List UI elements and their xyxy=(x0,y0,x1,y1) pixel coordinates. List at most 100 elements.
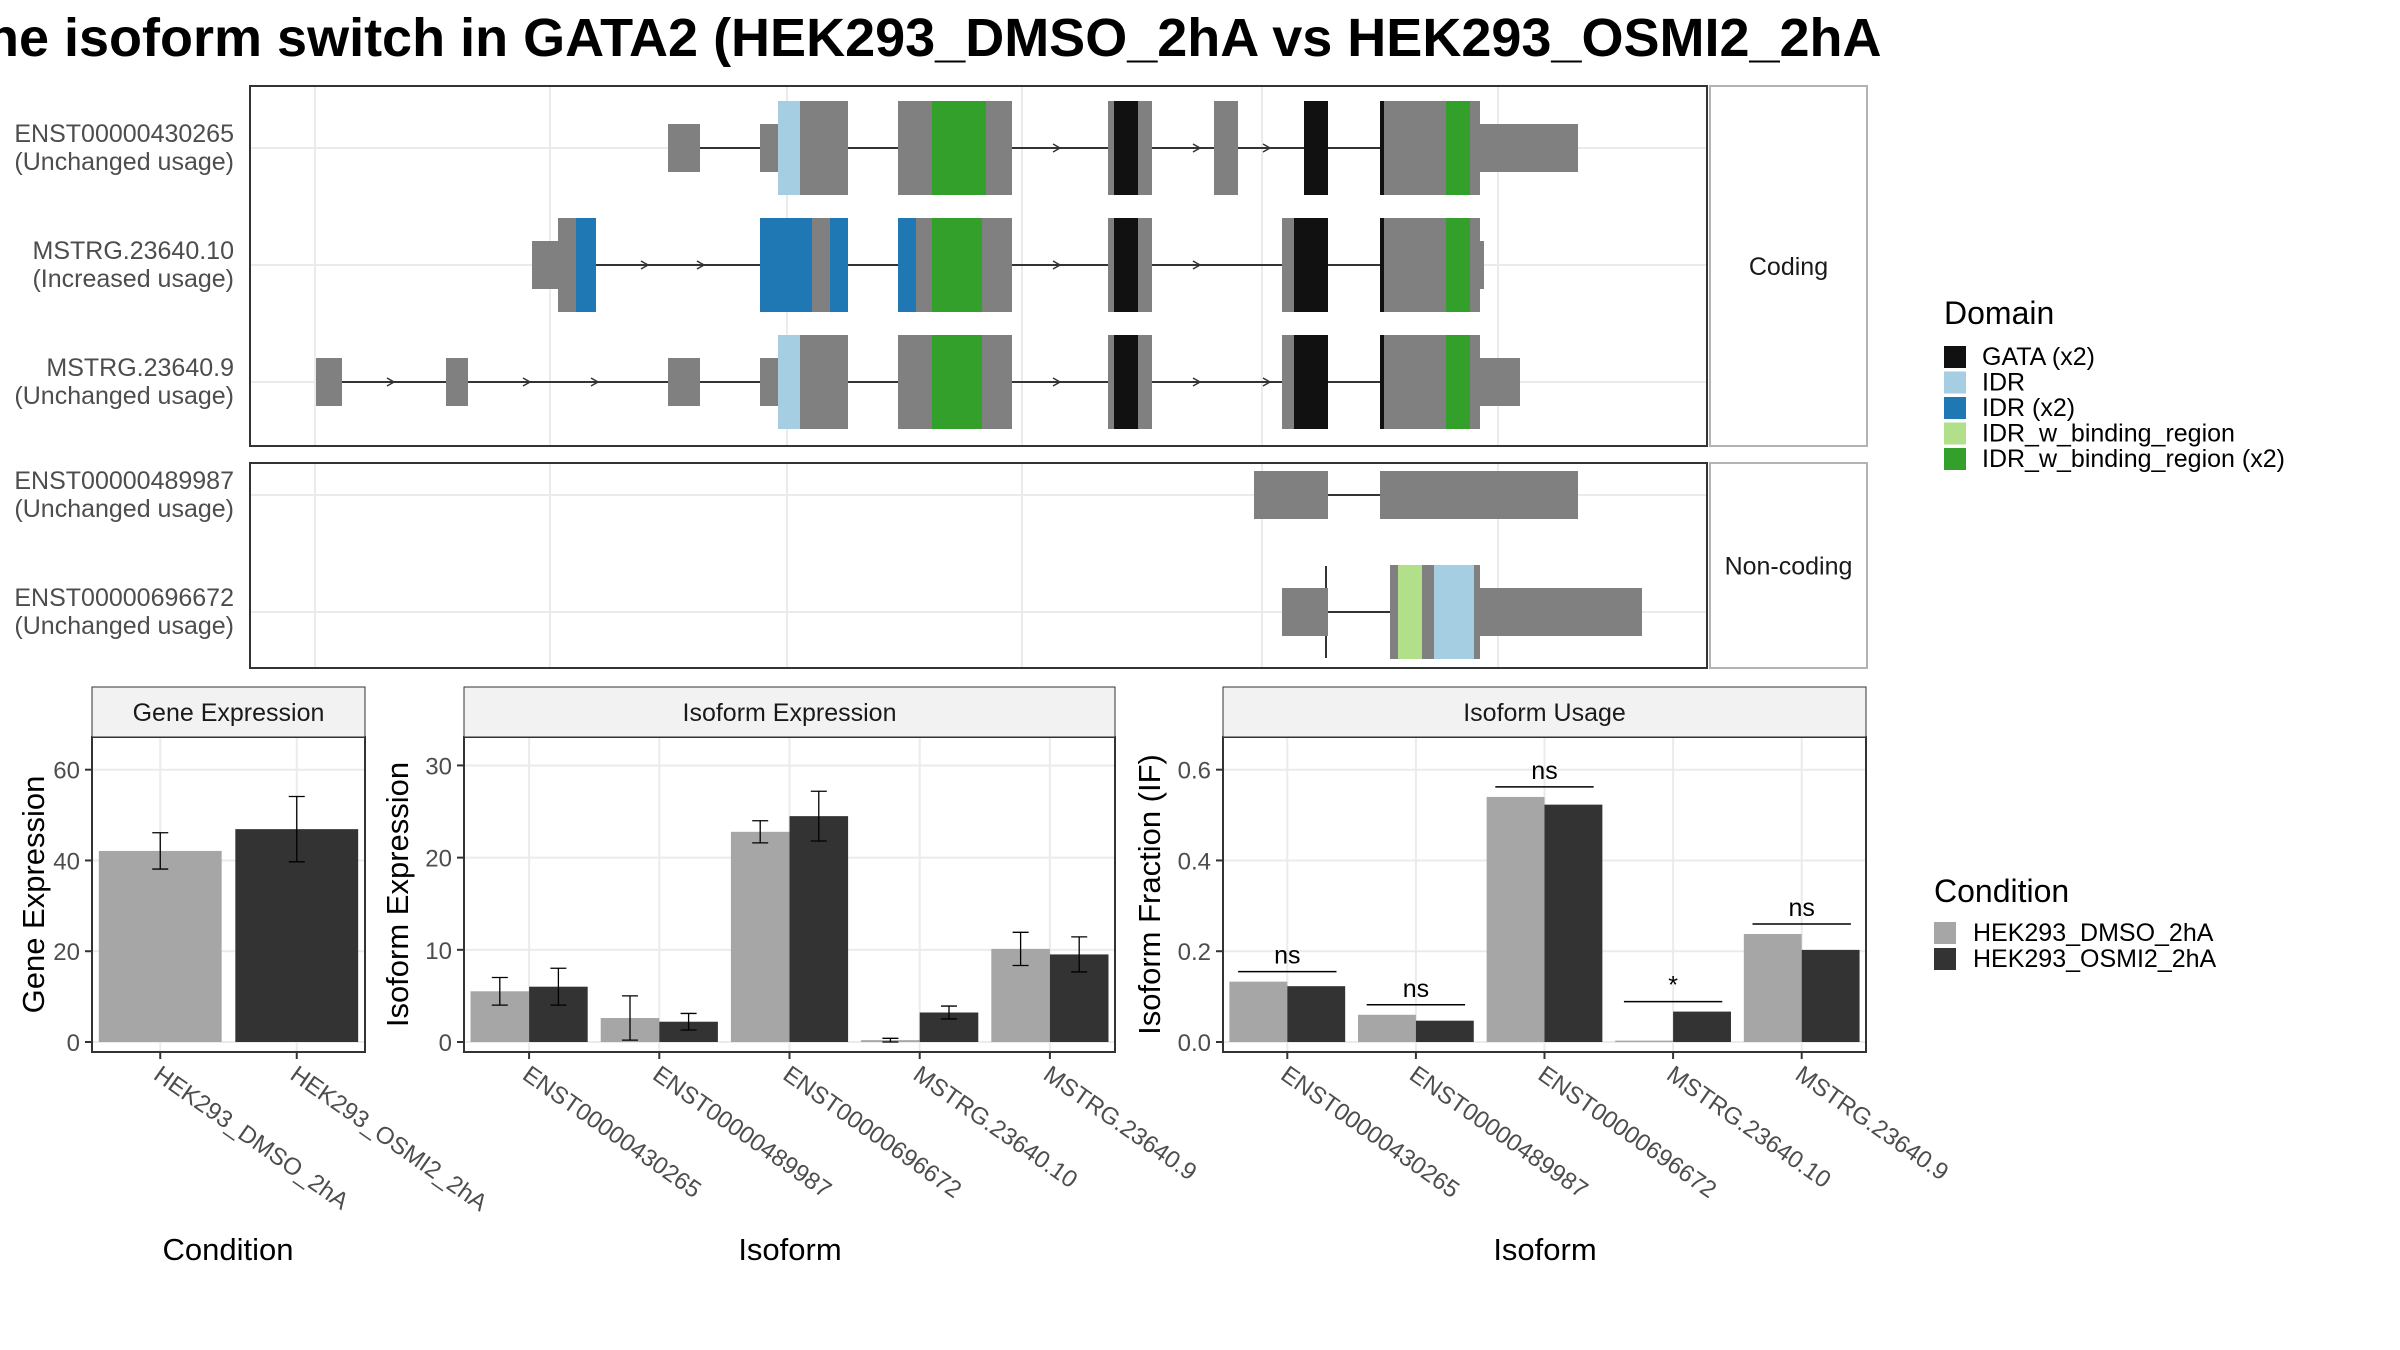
significance-label: ns xyxy=(1788,894,1814,922)
domain-legend-label: IDR_w_binding_region xyxy=(1982,420,2235,448)
intron-arrow xyxy=(1192,260,1202,270)
exon-block xyxy=(668,124,700,172)
intron-arrow xyxy=(1052,260,1062,270)
bar-MSTRG.23640.9-HEK293_OSMI2_2hA xyxy=(1801,949,1860,1042)
domain-block-gata xyxy=(1380,101,1384,195)
intron-arrow xyxy=(1262,377,1272,387)
domain-legend-key xyxy=(1944,397,1966,419)
domain-block-idr2 xyxy=(760,218,812,312)
condition-legend-label: HEK293_DMSO_2hA xyxy=(1973,919,2214,947)
domain-block-idrb2 xyxy=(932,218,982,312)
domain-block-gata xyxy=(1114,218,1138,312)
isoform-id-label: MSTRG.23640.10 xyxy=(33,237,235,265)
domain-block-idr xyxy=(778,101,800,195)
y-tick-label: 20 xyxy=(53,939,80,966)
exon-block xyxy=(1214,101,1238,195)
exon-block xyxy=(1480,588,1642,636)
domain-block-idr2 xyxy=(576,218,596,312)
domain-block-idrb2 xyxy=(1446,218,1470,312)
structure-panel-border xyxy=(249,462,1708,669)
facet-strip xyxy=(1709,462,1868,669)
exon-block xyxy=(1480,124,1578,172)
exon-block xyxy=(1254,471,1328,519)
significance-label: * xyxy=(1668,972,1678,1000)
domain-block-idrb2 xyxy=(932,335,982,429)
domain-block-idrb2 xyxy=(1446,335,1470,429)
significance-label: ns xyxy=(1403,975,1429,1003)
intron-arrow xyxy=(1052,377,1062,387)
bar-MSTRG.23640.10-HEK293_DMSO_2hA xyxy=(1615,1040,1674,1042)
domain-block-idrb xyxy=(1398,565,1422,659)
panel-strip xyxy=(463,686,1116,738)
structure-panel-border xyxy=(249,85,1708,447)
isoform-id-label: MSTRG.23640.9 xyxy=(46,354,234,382)
bar-HEK293_OSMI2_2hA-HEK293_OSMI2_2hA xyxy=(235,829,359,1042)
bar-ENST00000696672-HEK293_DMSO_2hA xyxy=(1486,796,1545,1042)
domain-block-gata xyxy=(1294,335,1328,429)
intron-arrow xyxy=(1052,143,1062,153)
isoform-usage-label: (Increased usage) xyxy=(32,265,234,293)
panel-title: Isoform Expression xyxy=(683,699,897,727)
isoform-usage-label: (Unchanged usage) xyxy=(14,382,234,410)
bar-ENST00000430265-HEK293_OSMI2_2hA xyxy=(1287,986,1346,1042)
isoform-id-label: ENST00000696672 xyxy=(14,584,234,612)
isoform-id-label: ENST00000430265 xyxy=(14,120,234,148)
domain-legend-title: Domain xyxy=(1944,295,2054,331)
y-tick-label: 0.0 xyxy=(1178,1030,1211,1057)
bar-ENST00000696672-HEK293_OSMI2_2hA xyxy=(789,816,849,1042)
condition-legend-title: Condition xyxy=(1934,873,2069,909)
isoform-track-ENST00000489987 xyxy=(1254,471,1578,519)
exon-block xyxy=(760,358,778,406)
panel-strip xyxy=(1222,686,1867,738)
condition-legend-key xyxy=(1934,922,1956,944)
y-tick-label: 0.6 xyxy=(1178,758,1211,785)
exon-block xyxy=(800,101,848,195)
y-tick-label: 0 xyxy=(67,1030,80,1057)
domain-legend-label: IDR (x2) xyxy=(1982,394,2075,422)
domain-legend-label: GATA (x2) xyxy=(1982,343,2095,371)
isoform-usage-label: (Unchanged usage) xyxy=(14,495,234,523)
domain-block-idrb2 xyxy=(932,101,986,195)
bar-MSTRG.23640.10-HEK293_OSMI2_2hA xyxy=(1673,1011,1731,1042)
facet-label-1: Non-coding xyxy=(1725,553,1853,581)
bar-ENST00000489987-HEK293_OSMI2_2hA xyxy=(1415,1020,1474,1042)
y-tick-label: 60 xyxy=(53,758,80,785)
condition-legend-label: HEK293_OSMI2_2hA xyxy=(1973,945,2217,973)
x-axis-title: Condition xyxy=(163,1232,294,1267)
domain-legend-key xyxy=(1944,422,1966,445)
bar-ENST00000696672-HEK293_DMSO_2hA xyxy=(730,831,790,1042)
exon-block xyxy=(316,358,342,406)
facet-strip xyxy=(1709,85,1868,447)
isoform-track-MSTRG.23640.9 xyxy=(316,335,1520,429)
isoform-usage-label: (Unchanged usage) xyxy=(14,612,234,640)
figure-title: he isoform switch in GATA2 (HEK293_DMSO_… xyxy=(0,8,1882,68)
domain-legend-label: IDR xyxy=(1982,369,2025,397)
domain-block-idr xyxy=(1434,565,1474,659)
bar-panel-2: 0.00.20.40.6nsENST00000430265nsENST00000… xyxy=(1132,686,1953,1267)
domain-block-gata xyxy=(1114,335,1138,429)
domain-block-idr xyxy=(778,335,800,429)
y-tick-label: 30 xyxy=(425,753,452,780)
panel-strip xyxy=(91,686,366,738)
exon-block xyxy=(532,241,558,289)
bar-panel-0: 0204060HEK293_DMSO_2hAHEK293_OSMI2_2hAGe… xyxy=(16,686,492,1267)
bar-ENST00000489987-HEK293_OSMI2_2hA xyxy=(659,1021,718,1042)
exon-block xyxy=(800,335,848,429)
isoform-usage-label: (Unchanged usage) xyxy=(14,148,234,176)
domain-legend-key xyxy=(1944,448,1966,470)
y-axis-title: Isoform Fraction (IF) xyxy=(1132,754,1167,1035)
bar-panels: 0204060HEK293_DMSO_2hAHEK293_OSMI2_2hAGe… xyxy=(16,686,1953,1267)
isoform-track-ENST00000430265 xyxy=(668,101,1578,195)
bar-MSTRG.23640.9-HEK293_DMSO_2hA xyxy=(1743,933,1802,1042)
domain-legend-label: IDR_w_binding_region (x2) xyxy=(1982,445,2285,473)
isoform-structure-plot: CodingNon-codingENST00000430265(Unchange… xyxy=(14,85,1868,669)
domain-block-gata xyxy=(1304,101,1328,195)
exon-block xyxy=(1282,588,1328,636)
isoform-track-MSTRG.23640.10 xyxy=(532,218,1484,312)
domain-block-idr2 xyxy=(898,218,916,312)
intron-arrow xyxy=(590,377,600,387)
bar-ENST00000696672-HEK293_OSMI2_2hA xyxy=(1544,804,1603,1042)
domain-block-gata xyxy=(1114,101,1138,195)
